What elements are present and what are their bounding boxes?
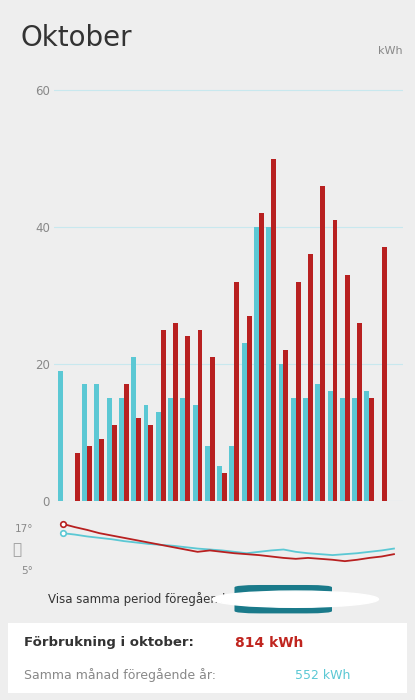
- FancyBboxPatch shape: [234, 585, 332, 613]
- Bar: [291, 398, 296, 500]
- Bar: [185, 337, 190, 500]
- Bar: [266, 227, 271, 500]
- Bar: [217, 466, 222, 500]
- Bar: [283, 350, 288, 500]
- Bar: [364, 391, 369, 500]
- Text: 5°: 5°: [21, 566, 33, 575]
- Bar: [332, 220, 337, 500]
- Bar: [168, 398, 173, 500]
- Bar: [112, 426, 117, 500]
- Bar: [149, 426, 154, 500]
- Bar: [340, 398, 345, 500]
- Bar: [99, 439, 104, 500]
- Bar: [131, 357, 136, 500]
- Bar: [234, 281, 239, 500]
- Bar: [242, 343, 247, 500]
- Bar: [156, 412, 161, 500]
- Bar: [229, 446, 234, 500]
- Bar: [308, 254, 313, 500]
- Bar: [75, 453, 80, 500]
- Bar: [345, 275, 350, 500]
- Bar: [161, 330, 166, 500]
- Legend: Oktober 2022, Oktober 2023: Oktober 2022, Oktober 2023: [190, 536, 397, 558]
- Bar: [352, 398, 357, 500]
- Bar: [254, 227, 259, 500]
- Bar: [119, 398, 124, 500]
- Bar: [205, 446, 210, 500]
- Bar: [303, 398, 308, 500]
- Bar: [198, 330, 203, 500]
- Bar: [210, 357, 215, 500]
- Bar: [278, 364, 283, 500]
- Bar: [58, 370, 63, 500]
- Bar: [382, 248, 387, 500]
- Bar: [193, 405, 198, 500]
- Bar: [271, 159, 276, 500]
- Bar: [95, 384, 99, 500]
- Text: Oktober: Oktober: [21, 25, 132, 52]
- Bar: [369, 398, 374, 500]
- Text: 17°: 17°: [15, 524, 33, 533]
- Bar: [328, 391, 332, 500]
- Bar: [87, 446, 92, 500]
- Bar: [315, 384, 320, 500]
- Bar: [181, 398, 185, 500]
- FancyBboxPatch shape: [0, 622, 415, 694]
- Circle shape: [212, 591, 378, 608]
- Bar: [259, 214, 264, 500]
- Text: 552 kWh: 552 kWh: [295, 669, 351, 682]
- Bar: [107, 398, 112, 500]
- Bar: [357, 323, 362, 500]
- Text: 🌡: 🌡: [12, 542, 21, 557]
- Text: Förbrukning i oktober:: Förbrukning i oktober:: [24, 636, 194, 649]
- Bar: [222, 473, 227, 500]
- Bar: [124, 384, 129, 500]
- Bar: [82, 384, 87, 500]
- Bar: [247, 316, 251, 500]
- Bar: [144, 405, 149, 500]
- Bar: [173, 323, 178, 500]
- Text: Visa samma period föregående år: Visa samma period föregående år: [49, 592, 249, 606]
- Text: Samma månad föregående år:: Samma månad föregående år:: [24, 668, 216, 682]
- Bar: [296, 281, 301, 500]
- Text: kWh: kWh: [378, 46, 403, 56]
- Bar: [320, 186, 325, 500]
- Bar: [136, 419, 141, 500]
- Text: 814 kWh: 814 kWh: [235, 636, 304, 650]
